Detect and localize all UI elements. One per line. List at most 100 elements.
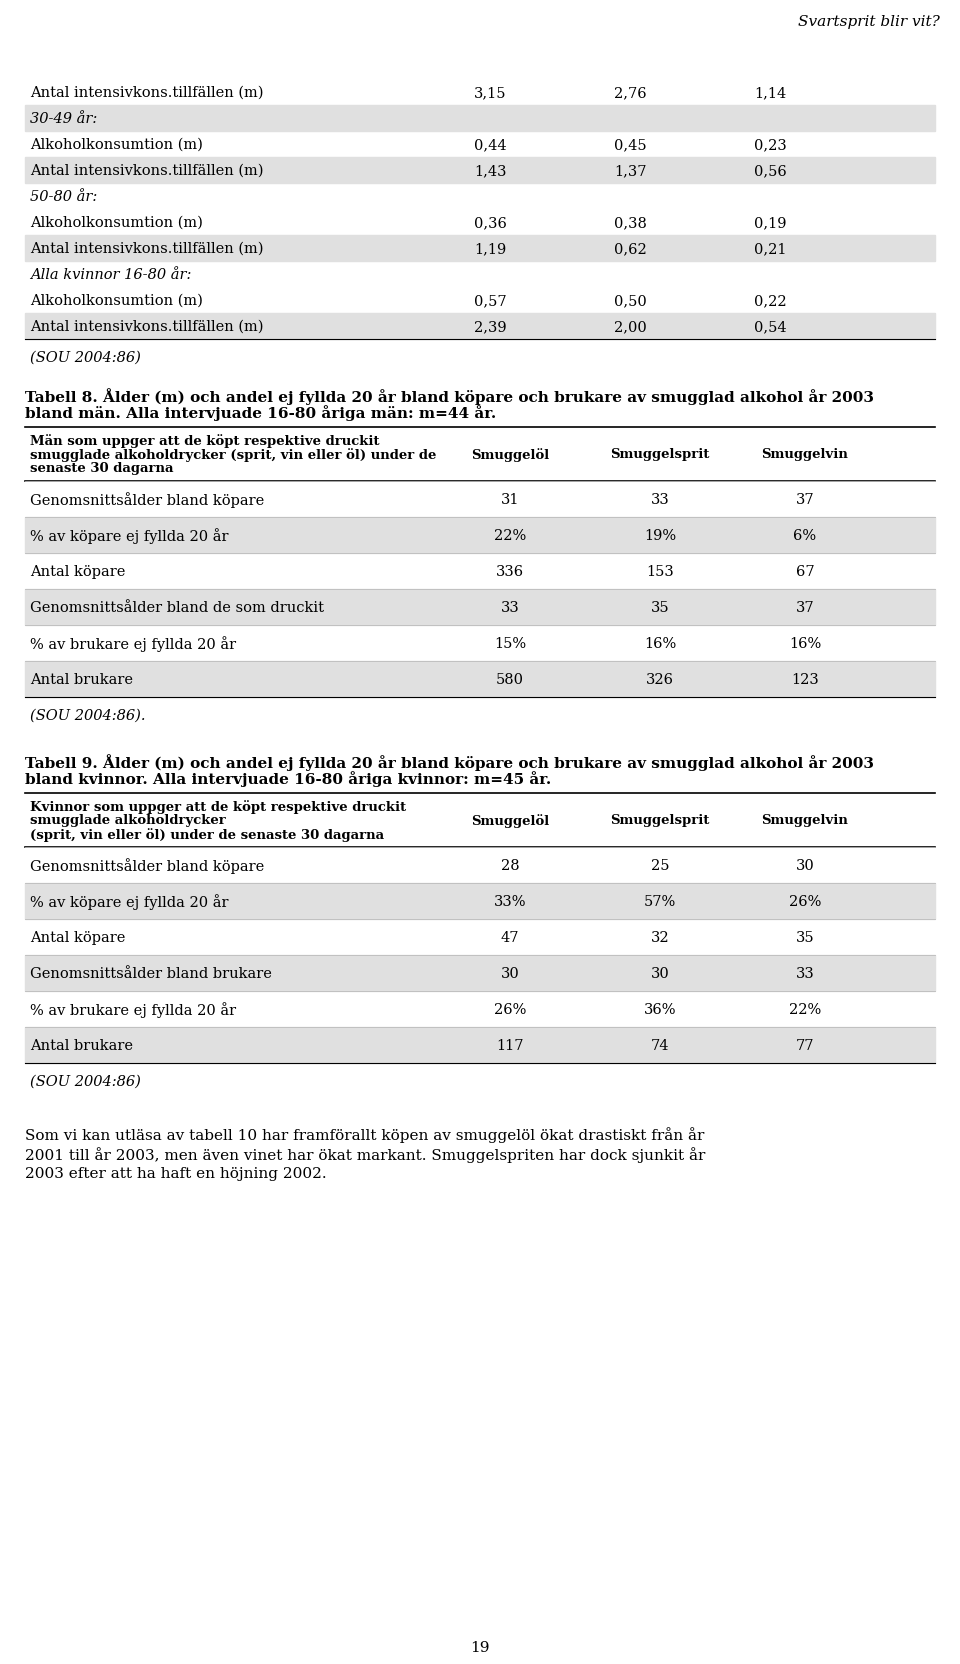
Text: Antal brukare: Antal brukare — [30, 672, 133, 687]
Text: 580: 580 — [496, 672, 524, 687]
Text: senaste 30 dagarna: senaste 30 dagarna — [30, 461, 174, 474]
Text: 57%: 57% — [644, 895, 676, 909]
Text: 30: 30 — [651, 967, 669, 980]
Text: 74: 74 — [651, 1038, 669, 1052]
Text: bland män. Alla intervjuade 16-80 åriga män: m=44 år.: bland män. Alla intervjuade 16-80 åriga … — [25, 404, 496, 421]
Bar — [25, 955, 935, 992]
Text: Alkoholkonsumtion (m): Alkoholkonsumtion (m) — [30, 295, 203, 308]
Text: 2,00: 2,00 — [613, 319, 646, 334]
Text: 19: 19 — [470, 1641, 490, 1654]
Text: 35: 35 — [796, 930, 814, 945]
Text: 67: 67 — [796, 564, 814, 579]
Text: 16%: 16% — [644, 637, 676, 651]
Text: 0,50: 0,50 — [613, 295, 646, 308]
Text: Smuggelsprit: Smuggelsprit — [611, 814, 709, 827]
Text: 26%: 26% — [789, 895, 821, 909]
Text: 22%: 22% — [789, 1002, 821, 1017]
Text: 33: 33 — [651, 493, 669, 508]
Text: 33: 33 — [500, 601, 519, 614]
Text: Antal intensivkons.tillfällen (m): Antal intensivkons.tillfällen (m) — [30, 163, 263, 178]
Text: 30: 30 — [500, 967, 519, 980]
Text: bland kvinnor. Alla intervjuade 16-80 åriga kvinnor: m=45 år.: bland kvinnor. Alla intervjuade 16-80 år… — [25, 770, 551, 787]
Text: 153: 153 — [646, 564, 674, 579]
Text: Smuggelsprit: Smuggelsprit — [611, 448, 709, 461]
Bar — [25, 106, 935, 131]
Text: 1,14: 1,14 — [754, 87, 786, 100]
Text: (SOU 2004:86).: (SOU 2004:86). — [30, 709, 146, 722]
Text: 22%: 22% — [493, 529, 526, 542]
Text: 1,43: 1,43 — [473, 163, 506, 178]
Text: Män som uppger att de köpt respektive druckit: Män som uppger att de köpt respektive dr… — [30, 434, 379, 448]
Text: 6%: 6% — [793, 529, 817, 542]
Text: 33%: 33% — [493, 895, 526, 909]
Text: 35: 35 — [651, 601, 669, 614]
Bar — [25, 662, 935, 697]
Text: 0,57: 0,57 — [473, 295, 506, 308]
Text: 3,15: 3,15 — [473, 87, 506, 100]
Text: 117: 117 — [496, 1038, 524, 1052]
Text: 15%: 15% — [494, 637, 526, 651]
Text: 30: 30 — [796, 859, 814, 872]
Text: 26%: 26% — [493, 1002, 526, 1017]
Bar — [25, 589, 935, 626]
Text: 0,19: 0,19 — [754, 216, 786, 230]
Text: 0,62: 0,62 — [613, 241, 646, 256]
Text: % av brukare ej fyllda 20 år: % av brukare ej fyllda 20 år — [30, 1002, 236, 1017]
Text: % av köpare ej fyllda 20 år: % av köpare ej fyllda 20 år — [30, 527, 228, 544]
Text: Smuggelöl: Smuggelöl — [470, 448, 549, 461]
Text: Antal brukare: Antal brukare — [30, 1038, 133, 1052]
Text: Genomsnittsålder bland brukare: Genomsnittsålder bland brukare — [30, 967, 272, 980]
Text: 0,45: 0,45 — [613, 138, 646, 151]
Text: 30-49 år:: 30-49 år: — [30, 111, 97, 126]
Text: 31: 31 — [501, 493, 519, 508]
Text: Antal intensivkons.tillfällen (m): Antal intensivkons.tillfällen (m) — [30, 319, 263, 334]
Text: (SOU 2004:86): (SOU 2004:86) — [30, 351, 141, 364]
Text: 2,76: 2,76 — [613, 87, 646, 100]
Text: Antal intensivkons.tillfällen (m): Antal intensivkons.tillfällen (m) — [30, 241, 263, 256]
Text: 37: 37 — [796, 601, 814, 614]
Bar — [25, 884, 935, 920]
Text: 326: 326 — [646, 672, 674, 687]
Text: 32: 32 — [651, 930, 669, 945]
Text: 336: 336 — [496, 564, 524, 579]
Text: 0,23: 0,23 — [754, 138, 786, 151]
Text: Smuggelvin: Smuggelvin — [761, 448, 849, 461]
Text: Genomsnittsålder bland köpare: Genomsnittsålder bland köpare — [30, 493, 264, 508]
Text: Smuggelvin: Smuggelvin — [761, 814, 849, 827]
Text: 2,39: 2,39 — [473, 319, 506, 334]
Text: % av köpare ej fyllda 20 år: % av köpare ej fyllda 20 år — [30, 894, 228, 910]
Text: Antal köpare: Antal köpare — [30, 564, 126, 579]
Text: Genomsnittsålder bland de som druckit: Genomsnittsålder bland de som druckit — [30, 601, 324, 614]
Bar — [25, 236, 935, 261]
Bar — [25, 158, 935, 185]
Text: 1,37: 1,37 — [613, 163, 646, 178]
Text: Tabell 8. Ålder (m) och andel ej fyllda 20 år bland köpare och brukare av smuggl: Tabell 8. Ålder (m) och andel ej fyllda … — [25, 388, 874, 404]
Text: Kvinnor som uppger att de köpt respektive druckit: Kvinnor som uppger att de köpt respektiv… — [30, 799, 406, 814]
Text: 123: 123 — [791, 672, 819, 687]
Text: 47: 47 — [501, 930, 519, 945]
Text: Alkoholkonsumtion (m): Alkoholkonsumtion (m) — [30, 138, 203, 151]
Text: 36%: 36% — [644, 1002, 676, 1017]
Text: smugglade alkoholdrycker: smugglade alkoholdrycker — [30, 814, 226, 827]
Text: (sprit, vin eller öl) under de senaste 30 dagarna: (sprit, vin eller öl) under de senaste 3… — [30, 827, 384, 842]
Text: 0,22: 0,22 — [754, 295, 786, 308]
Text: 77: 77 — [796, 1038, 814, 1052]
Text: 28: 28 — [501, 859, 519, 872]
Text: 0,21: 0,21 — [754, 241, 786, 256]
Bar — [25, 518, 935, 554]
Text: 50-80 år:: 50-80 år: — [30, 190, 97, 205]
Text: 0,38: 0,38 — [613, 216, 646, 230]
Bar — [25, 314, 935, 339]
Text: smugglade alkoholdrycker (sprit, vin eller öl) under de: smugglade alkoholdrycker (sprit, vin ell… — [30, 448, 437, 461]
Text: (SOU 2004:86): (SOU 2004:86) — [30, 1075, 141, 1088]
Text: 2003 efter att ha haft en höjning 2002.: 2003 efter att ha haft en höjning 2002. — [25, 1166, 326, 1180]
Text: 1,19: 1,19 — [474, 241, 506, 256]
Text: Antal intensivkons.tillfällen (m): Antal intensivkons.tillfällen (m) — [30, 87, 263, 100]
Text: Tabell 9. Ålder (m) och andel ej fyllda 20 år bland köpare och brukare av smuggl: Tabell 9. Ålder (m) och andel ej fyllda … — [25, 754, 874, 770]
Text: 25: 25 — [651, 859, 669, 872]
Text: Genomsnittsålder bland köpare: Genomsnittsålder bland köpare — [30, 857, 264, 874]
Text: Smuggelöl: Smuggelöl — [470, 814, 549, 827]
Text: 0,56: 0,56 — [754, 163, 786, 178]
Text: 19%: 19% — [644, 529, 676, 542]
Text: Alla kvinnor 16-80 år:: Alla kvinnor 16-80 år: — [30, 268, 191, 281]
